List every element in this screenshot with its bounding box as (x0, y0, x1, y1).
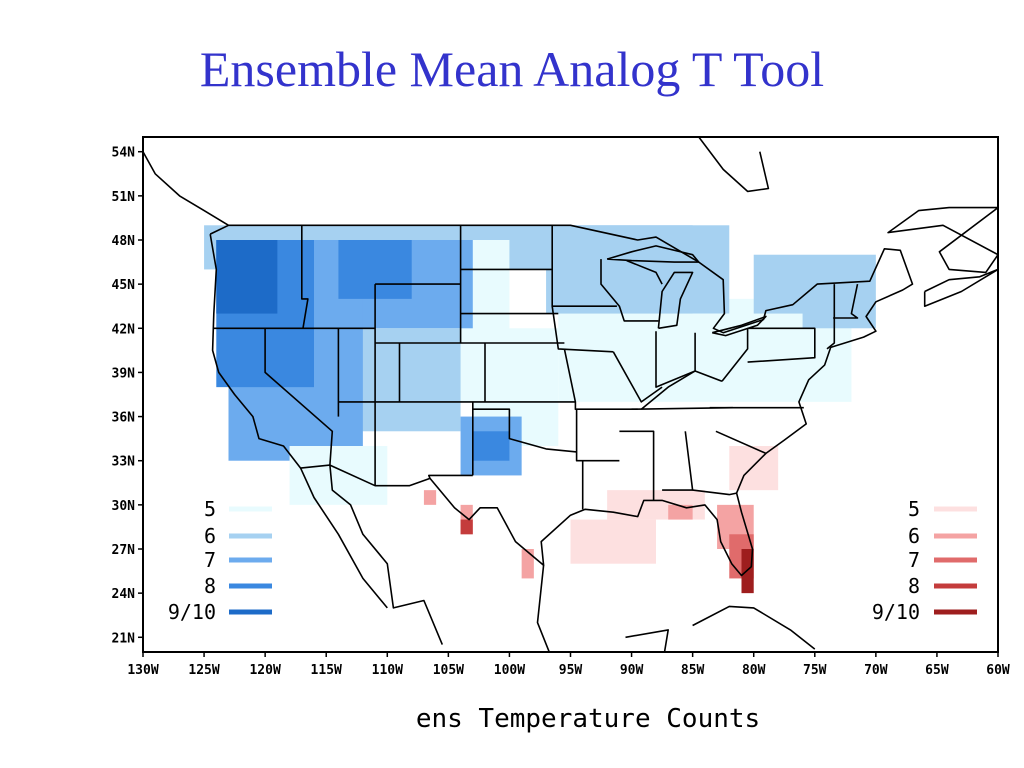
mexico-coast-w (329, 465, 444, 645)
warm-legend-label: 9/10 (872, 600, 920, 624)
hudson (698, 137, 770, 193)
lat-tick-label: 48N (112, 234, 136, 249)
state-pa (747, 327, 816, 363)
gulf-mexico-w (536, 565, 551, 652)
lon-tick-label: 75W (803, 663, 827, 678)
state-ok (472, 408, 577, 453)
lon-tick-label: 90W (620, 663, 644, 678)
warm-legend-label: 7 (908, 548, 920, 572)
state-mo (563, 348, 638, 410)
lat-tick-label: 33N (112, 455, 136, 470)
cold-legend-swatch (229, 533, 272, 539)
lon-tick-label: 80W (742, 663, 766, 678)
cold-cell-4 (546, 225, 730, 314)
cold-legend-label: 7 (204, 548, 216, 572)
warm-legend-swatch (934, 533, 977, 539)
state-ca (264, 328, 334, 466)
lon-tick-label: 105W (433, 663, 464, 678)
cold-legend-swatch (229, 506, 272, 512)
lat-tick-label: 36N (112, 411, 136, 426)
canada-w-coast (143, 151, 229, 226)
warm-cell-4 (521, 549, 534, 579)
cold-cell-14 (472, 431, 510, 461)
cold-legend-swatch (229, 609, 272, 615)
state-oh (721, 328, 749, 382)
cold-legend-label: 6 (204, 524, 216, 548)
lat-tick-label: 45N (112, 278, 136, 293)
lat-tick-label: 24N (112, 587, 136, 602)
lake-superior (606, 245, 700, 263)
warm-cell-1 (460, 519, 473, 535)
state-ky (640, 370, 723, 410)
lat-tick-label: 21N (112, 631, 136, 646)
labrador (887, 206, 998, 274)
lat-tick-label: 51N (112, 190, 136, 205)
warm-legend-swatch (934, 609, 977, 615)
warm-legend-label: 8 (908, 574, 920, 598)
lat-tick-label: 54N (112, 146, 136, 161)
shaded-count-cells (204, 225, 876, 594)
state-in (655, 331, 696, 388)
lon-tick-label: 85W (681, 663, 705, 678)
baja (299, 467, 388, 609)
warm-legend-swatch (934, 557, 977, 563)
lat-tick-label: 27N (112, 543, 136, 558)
lon-tick-label: 125W (188, 663, 219, 678)
great-lakes-michigan (657, 271, 694, 330)
lon-tick-label: 60W (986, 663, 1010, 678)
warm-cell-10 (729, 446, 779, 491)
us-outline (209, 224, 914, 577)
cold-legend-label: 5 (204, 497, 216, 521)
lat-tick-label: 42N (112, 322, 136, 337)
lon-tick-label: 100W (494, 663, 525, 678)
yucatan (625, 629, 669, 652)
state-al (662, 431, 694, 491)
state-ia (551, 306, 614, 353)
lat-tick-label: 39N (112, 366, 136, 381)
cold-cell-11 (216, 240, 278, 314)
warm-cell-2 (423, 490, 437, 505)
warm-legend-swatch (934, 583, 977, 589)
lon-tick-label: 70W (864, 663, 888, 678)
state-wi (600, 259, 659, 322)
cold-legend-label: 8 (204, 574, 216, 598)
nova-scotia (923, 268, 998, 307)
lon-tick-label: 130W (127, 663, 158, 678)
cuba (692, 605, 816, 650)
slide-title: Ensemble Mean Analog T Tool (199, 41, 825, 97)
state-ny (826, 284, 836, 350)
state-ar (575, 409, 620, 462)
warm-legend-swatch (934, 506, 977, 512)
warm-legend-label: 6 (908, 524, 920, 548)
state-sc (715, 430, 767, 455)
state-vt (833, 283, 859, 319)
cold-legend-swatch (229, 557, 272, 563)
coastline-and-state-borders (143, 137, 998, 652)
warm-legend-label: 5 (908, 497, 920, 521)
cold-legend-label: 9/10 (168, 600, 216, 624)
cold-legend-swatch (229, 583, 272, 589)
lon-tick-label: 110W (372, 663, 403, 678)
state-ga (692, 489, 737, 496)
state-il (612, 351, 663, 403)
state-tx (428, 474, 473, 479)
lon-tick-label: 65W (925, 663, 949, 678)
lake-erie (712, 315, 767, 337)
lat-tick-label: 30N (112, 499, 136, 514)
state-id (301, 225, 309, 329)
lon-tick-label: 120W (249, 663, 280, 678)
state-ms (619, 430, 655, 501)
lon-tick-label: 95W (559, 663, 583, 678)
state-mi (626, 259, 663, 285)
newfoundland (997, 220, 998, 246)
longitude-axis: 130W 125W 120W 115W 110W 105W 100W 95W 90W 85W 80W… (127, 652, 1010, 678)
lon-tick-label: 115W (311, 663, 342, 678)
latitude-axis: 54N 51N 48N 45N 42N 39N 36N 33N 30N 27N 24N 21N (112, 146, 143, 646)
map-area (143, 137, 998, 652)
map-caption: ens Temperature Counts (416, 704, 760, 734)
warm-cell-3 (570, 519, 656, 564)
